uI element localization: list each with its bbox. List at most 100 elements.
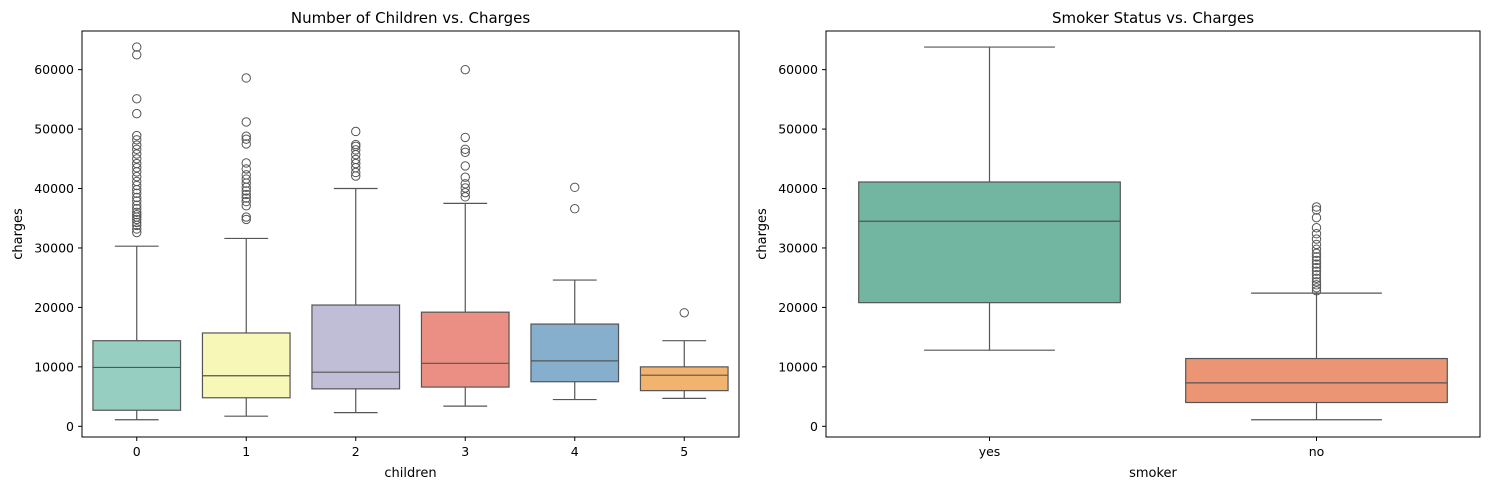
y-tick-label: 30000 — [34, 240, 74, 255]
outlier-point — [1311, 239, 1322, 250]
outlier-point — [132, 196, 142, 206]
x-tick-label: 0 — [133, 444, 141, 459]
outlier-point — [460, 179, 470, 189]
outlier-point — [241, 170, 251, 180]
y-tick-label: 50000 — [34, 122, 74, 137]
x-tick-label: 5 — [680, 444, 688, 459]
outlier-point — [241, 139, 251, 149]
iqr-box — [420, 311, 510, 388]
box-undefined-yes — [858, 46, 1121, 351]
y-axis-label: charges — [755, 208, 770, 260]
outlier-point — [1311, 255, 1322, 266]
outlier-point — [241, 193, 251, 203]
outlier-point — [1311, 223, 1322, 233]
outlier-point — [1311, 202, 1322, 212]
chart-title: Smoker Status vs. Charges — [1052, 9, 1254, 27]
y-tick-label: 50000 — [778, 122, 818, 137]
outlier-point — [132, 180, 142, 191]
outlier-point — [241, 174, 251, 184]
outlier-point — [241, 189, 251, 200]
outlier-point — [241, 196, 251, 207]
outlier-point — [132, 171, 142, 182]
outlier-point — [460, 132, 470, 143]
y-tick-label: 10000 — [34, 359, 74, 374]
outlier-point — [1311, 280, 1322, 290]
y-tick-label: 60000 — [34, 62, 74, 77]
outlier-point — [241, 73, 251, 83]
box-undefined-no — [1185, 202, 1448, 421]
outlier-point — [1311, 266, 1322, 276]
box-undefined-4 — [530, 182, 620, 401]
outlier-point — [1311, 252, 1322, 262]
outlier-point — [241, 164, 251, 174]
outlier-point — [132, 135, 142, 145]
box-undefined-2 — [311, 126, 401, 414]
x-tick-label: 4 — [571, 444, 579, 459]
outlier-point — [132, 94, 142, 104]
outlier-point — [1311, 283, 1322, 293]
outlier-point — [351, 145, 361, 155]
outlier-point — [351, 149, 361, 160]
y-tick-label: 20000 — [34, 300, 74, 315]
outlier-point — [679, 308, 689, 318]
box-undefined-3 — [420, 64, 510, 407]
outlier-point — [132, 108, 142, 119]
x-tick-label: 1 — [242, 444, 250, 459]
smoker-vs-charges-panel: Smoker Status vs. Charges 0 10000 20000 3000… — [755, 9, 1481, 481]
outlier-point — [460, 64, 470, 75]
outlier-point — [132, 192, 142, 203]
outlier-point — [460, 183, 470, 193]
plot-area-frame — [81, 30, 740, 438]
outlier-point — [241, 201, 251, 211]
x-tick-label: yes — [979, 444, 1001, 459]
children-vs-charges-panel: Number of Children vs. Charges 0 10000 2000… — [11, 9, 740, 481]
outlier-point — [1311, 273, 1322, 283]
outlier-point — [241, 134, 251, 144]
outlier-point — [132, 200, 142, 210]
box-undefined-0 — [92, 42, 182, 421]
outlier-point — [1311, 277, 1322, 287]
y-tick-label: 40000 — [34, 181, 74, 196]
outlier-point — [1311, 205, 1322, 215]
x-axis-label: children — [384, 466, 436, 481]
outlier-point — [132, 50, 142, 60]
outlier-point — [132, 140, 142, 150]
outlier-point — [132, 207, 142, 218]
outlier-point — [1311, 248, 1322, 259]
iqr-box — [858, 181, 1121, 304]
outlier-point — [460, 172, 470, 182]
y-tick-label: 60000 — [778, 62, 818, 77]
y-tick-label: 0 — [66, 419, 74, 434]
outlier-point — [132, 204, 142, 214]
iqr-box — [639, 366, 729, 392]
outlier-point — [241, 186, 251, 196]
outlier-point — [241, 158, 251, 168]
outlier-point — [1311, 259, 1322, 269]
outlier-point — [351, 139, 361, 150]
iqr-box — [530, 323, 620, 383]
box-undefined-1 — [201, 73, 291, 417]
outlier-point — [132, 176, 142, 187]
outlier-point — [132, 42, 142, 52]
x-tick-label: 3 — [461, 444, 469, 459]
y-tick-label: 20000 — [778, 300, 818, 315]
outlier-point — [132, 158, 142, 169]
outlier-point — [1311, 234, 1322, 244]
x-tick-label: no — [1309, 444, 1325, 459]
plot-area-frame — [825, 30, 1481, 438]
iqr-box — [92, 340, 182, 411]
outlier-point — [351, 158, 361, 169]
outlier-point — [132, 130, 142, 141]
outlier-point — [351, 154, 361, 165]
x-tick-label: 2 — [352, 444, 360, 459]
outlier-point — [1311, 262, 1322, 273]
y-tick-label: 0 — [810, 419, 818, 434]
outlier-point — [1311, 270, 1322, 280]
outlier-point — [351, 167, 361, 178]
iqr-box — [311, 304, 401, 390]
outlier-point — [1311, 244, 1322, 254]
outlier-point — [132, 214, 142, 225]
outlier-point — [570, 204, 580, 214]
outlier-point — [132, 144, 142, 154]
